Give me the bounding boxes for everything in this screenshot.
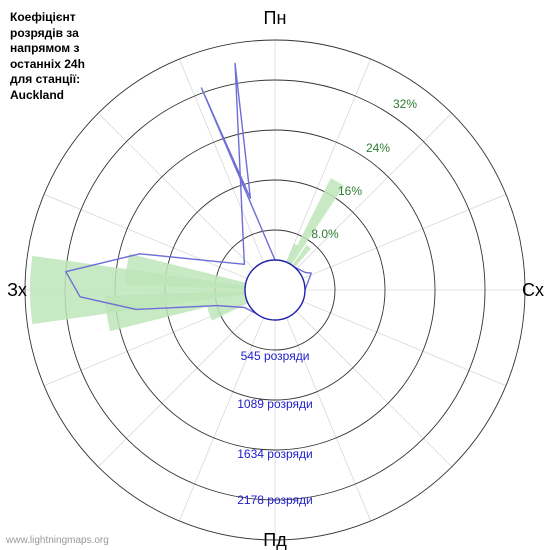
svg-text:32%: 32%: [393, 97, 417, 111]
svg-text:1634 розряди: 1634 розряди: [237, 447, 313, 461]
svg-text:Зх: Зх: [7, 280, 27, 300]
polar-chart: Пн Пд Зх Сх 8.0% 16% 24% 32% 545 розряди 1089 р…: [0, 0, 550, 550]
svg-text:Пд: Пд: [263, 530, 287, 550]
svg-text:545 розряди: 545 розряди: [241, 349, 310, 363]
svg-text:16%: 16%: [338, 184, 362, 198]
svg-text:8.0%: 8.0%: [311, 227, 339, 241]
svg-text:Сх: Сх: [522, 280, 544, 300]
svg-text:24%: 24%: [366, 141, 390, 155]
inner-circle: [245, 260, 305, 320]
svg-text:Пн: Пн: [264, 8, 287, 28]
svg-text:2178 розряди: 2178 розряди: [237, 493, 313, 507]
svg-text:1089 розряди: 1089 розряди: [237, 397, 313, 411]
percent-labels: 8.0% 16% 24% 32%: [311, 97, 417, 241]
